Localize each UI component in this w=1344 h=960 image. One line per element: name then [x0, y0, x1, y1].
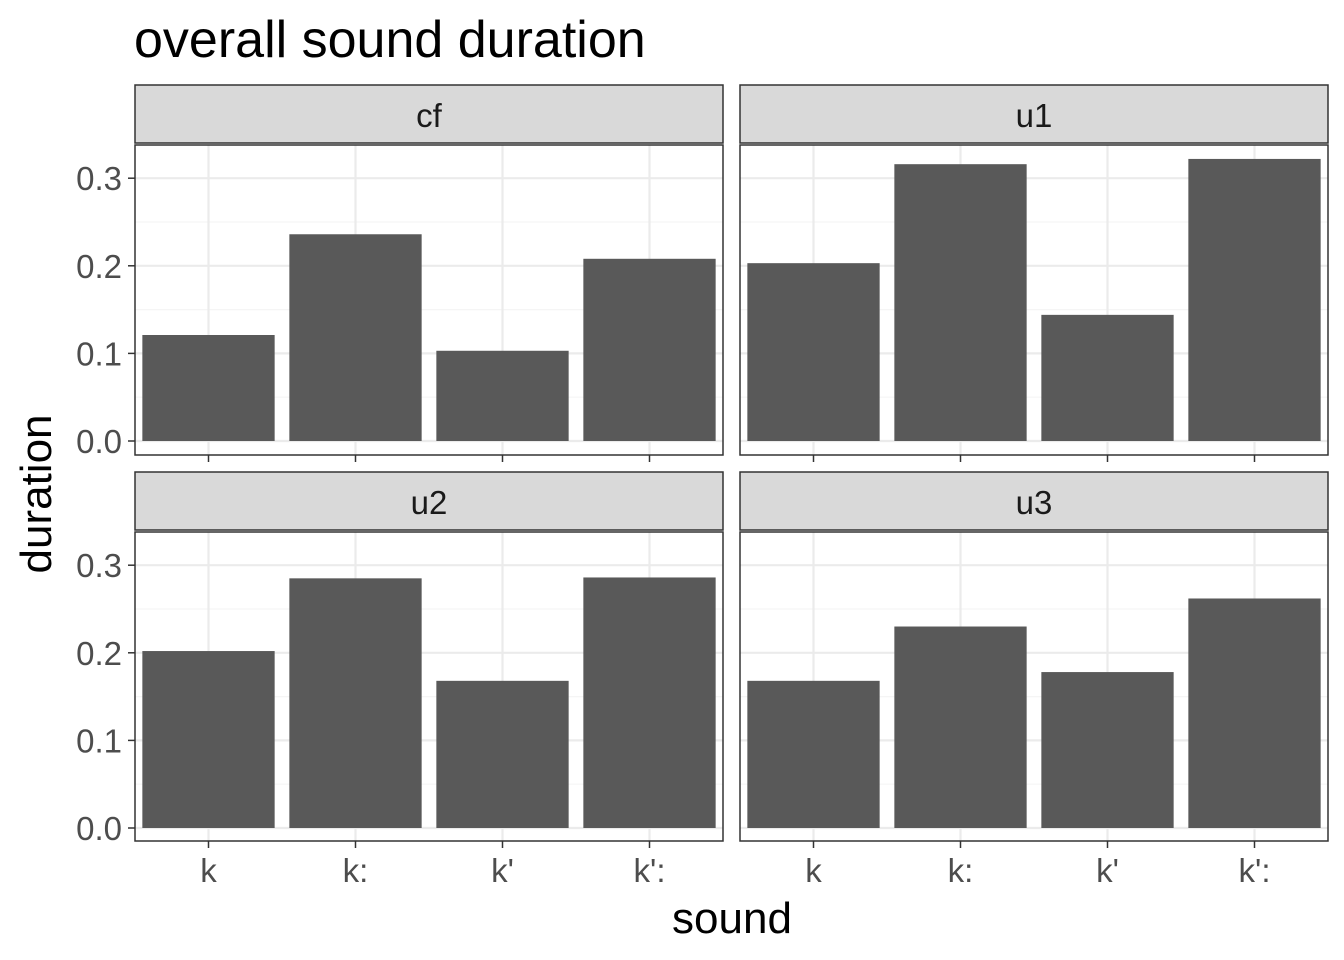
chart-title: overall sound duration — [134, 11, 646, 69]
x-tick-label: k': — [1239, 852, 1271, 889]
bar-u2-1 — [289, 578, 422, 828]
facet-panel-u2: u2 0.0 0.1 0.2 0.3 k k: k' k': — [76, 471, 724, 889]
panel-border — [134, 531, 724, 842]
bar-u1-2 — [1041, 314, 1174, 441]
facet-strip-label: cf — [416, 97, 443, 134]
bar-u1-0 — [747, 263, 880, 441]
x-tick-label: k' — [1096, 852, 1119, 889]
facet-panel-u3: u3 k k: k' k': — [739, 471, 1329, 889]
facet-strip — [134, 84, 724, 144]
panel-border — [739, 531, 1329, 842]
bar-u2-3 — [583, 577, 716, 828]
y-tick-label: 0.3 — [76, 160, 122, 197]
facet-strip-label: u1 — [1016, 97, 1053, 134]
y-tick-label: 0.2 — [76, 248, 122, 285]
y-tick-label: 0.1 — [76, 335, 122, 372]
facet-strip — [739, 84, 1329, 144]
x-tick-label: k: — [343, 852, 369, 889]
facet-panel-cf: cf 0.0 0.1 0.2 0.3 — [76, 84, 724, 462]
facet-strip-label: u2 — [411, 484, 448, 521]
bar-cf-3 — [583, 258, 716, 441]
y-tick-label: 0.3 — [76, 547, 122, 584]
facet-strip-label: u3 — [1016, 484, 1053, 521]
bar-u3-3 — [1188, 598, 1321, 828]
facet-strip — [739, 471, 1329, 531]
x-tick-label: k' — [491, 852, 514, 889]
bar-cf-0 — [142, 335, 275, 441]
x-tick-label: k — [200, 852, 217, 889]
facet-panel-u1: u1 — [739, 84, 1329, 462]
bar-u3-2 — [1041, 672, 1174, 828]
x-tick-label: k: — [948, 852, 974, 889]
y-axis-title: duration — [12, 414, 61, 573]
x-tick-label: k': — [634, 852, 666, 889]
facet-strip — [134, 471, 724, 531]
y-tick-label: 0.0 — [76, 810, 122, 847]
x-tick-label: k — [805, 852, 822, 889]
bar-u3-0 — [747, 680, 880, 828]
bar-cf-2 — [436, 350, 569, 441]
bar-cf-1 — [289, 234, 422, 441]
bar-u2-0 — [142, 651, 275, 828]
x-axis-title: sound — [672, 894, 792, 943]
bar-u2-2 — [436, 680, 569, 828]
y-tick-label: 0.1 — [76, 722, 122, 759]
bar-u3-1 — [894, 626, 1027, 828]
y-tick-label: 0.2 — [76, 635, 122, 672]
bar-u1-1 — [894, 164, 1027, 441]
panel-border — [739, 144, 1329, 456]
panel-border — [134, 144, 724, 456]
bar-u1-3 — [1188, 158, 1321, 442]
y-tick-label: 0.0 — [76, 423, 122, 460]
